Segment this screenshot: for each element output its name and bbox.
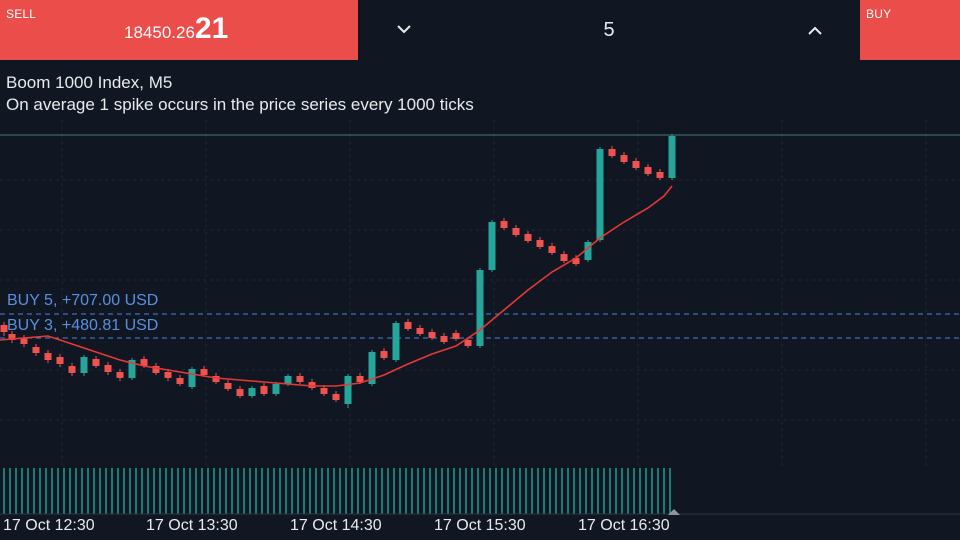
candle — [164, 369, 172, 381]
candle — [548, 243, 556, 255]
candle — [584, 240, 592, 262]
sell-button[interactable]: SELL 18450.2621 — [0, 0, 358, 60]
sell-price-main: 18450.26 — [124, 23, 195, 42]
candle — [488, 220, 496, 272]
sell-price: 18450.2621 — [124, 12, 228, 46]
symbol-title: Boom 1000 Index, M5 — [6, 73, 173, 92]
position-label-buy-3[interactable]: BUY 3, +480.81 USD — [7, 317, 159, 334]
candle — [608, 146, 616, 158]
candle — [452, 330, 460, 341]
candle — [92, 356, 100, 368]
candle — [656, 169, 664, 180]
trade-panel: SELL 18450.2621 5 BUY — [0, 0, 960, 60]
candle — [68, 363, 76, 376]
lot-size-stepper: 5 — [358, 0, 860, 60]
buy-button[interactable]: BUY — [860, 0, 960, 60]
chevron-up-icon — [808, 26, 822, 35]
candle — [536, 237, 544, 249]
symbol-description: On average 1 spike occurs in the price s… — [6, 95, 474, 114]
time-label: 17 Oct 14:30 — [290, 517, 382, 534]
increase-lot-button[interactable] — [801, 18, 829, 44]
candle — [128, 358, 136, 380]
candle — [560, 251, 568, 263]
candle — [632, 158, 640, 170]
candle — [476, 268, 484, 348]
candle — [44, 350, 52, 363]
sell-label: SELL — [6, 7, 37, 21]
candle — [8, 331, 16, 343]
current-time-marker-icon — [668, 509, 680, 515]
candle — [440, 333, 448, 344]
candle — [416, 325, 424, 336]
candle — [392, 321, 400, 362]
buy-label: BUY — [866, 7, 892, 21]
decrease-lot-button[interactable] — [390, 18, 418, 44]
candle — [620, 152, 628, 164]
time-label: 17 Oct 15:30 — [434, 517, 526, 534]
candle — [56, 354, 64, 367]
candle — [308, 379, 316, 390]
candle — [368, 350, 376, 386]
candle — [248, 386, 256, 398]
candle — [224, 380, 232, 391]
candle — [152, 363, 160, 375]
time-label: 17 Oct 12:30 — [3, 517, 95, 534]
candle — [0, 322, 8, 336]
candle — [188, 367, 196, 389]
position-label-buy-5[interactable]: BUY 5, +707.00 USD — [7, 292, 159, 309]
candle — [668, 134, 676, 180]
candle — [104, 362, 112, 375]
chart-grid — [0, 120, 960, 470]
candle — [296, 373, 304, 384]
time-label: 17 Oct 16:30 — [578, 517, 670, 534]
candle — [524, 231, 532, 243]
candle — [272, 382, 280, 396]
candle — [572, 255, 580, 266]
candle — [500, 218, 508, 230]
candle — [380, 348, 388, 360]
volume-histogram — [3, 468, 671, 514]
candle — [512, 225, 520, 237]
candle — [116, 369, 124, 381]
candle — [332, 391, 340, 402]
candle — [428, 329, 436, 340]
chevron-down-icon — [397, 25, 411, 34]
moving-average-line — [0, 185, 673, 387]
sell-price-big: 21 — [194, 12, 229, 45]
candle — [596, 147, 604, 242]
price-chart[interactable] — [0, 60, 960, 540]
candle — [176, 375, 184, 386]
candle — [200, 366, 208, 377]
time-label: 17 Oct 13:30 — [146, 517, 238, 534]
candle — [236, 386, 244, 398]
candle — [344, 374, 352, 408]
candle — [320, 385, 328, 396]
candle — [32, 344, 40, 356]
candle — [404, 319, 412, 331]
lot-size-value[interactable]: 5 — [603, 19, 615, 41]
candle — [260, 383, 268, 396]
candle — [80, 355, 88, 376]
candlestick-series — [0, 134, 676, 408]
candle — [20, 335, 28, 347]
candle — [644, 164, 652, 176]
